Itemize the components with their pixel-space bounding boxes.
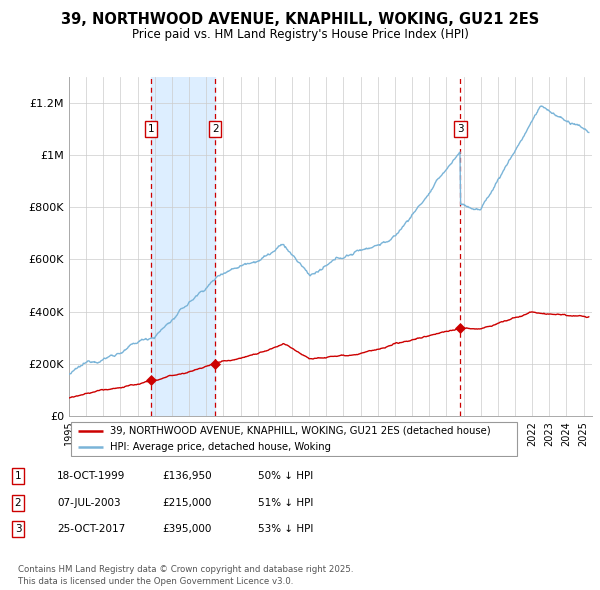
Text: 53% ↓ HPI: 53% ↓ HPI: [258, 525, 313, 534]
Text: 25-OCT-2017: 25-OCT-2017: [57, 525, 125, 534]
Text: 3: 3: [457, 124, 464, 135]
FancyBboxPatch shape: [71, 422, 517, 456]
Text: £395,000: £395,000: [162, 525, 211, 534]
Text: Contains HM Land Registry data © Crown copyright and database right 2025.
This d: Contains HM Land Registry data © Crown c…: [18, 565, 353, 586]
Bar: [151, 77, 215, 416]
Text: £215,000: £215,000: [162, 498, 211, 507]
Text: Price paid vs. HM Land Registry's House Price Index (HPI): Price paid vs. HM Land Registry's House …: [131, 28, 469, 41]
Text: 50% ↓ HPI: 50% ↓ HPI: [258, 471, 313, 481]
Text: 39, NORTHWOOD AVENUE, KNAPHILL, WOKING, GU21 2ES: 39, NORTHWOOD AVENUE, KNAPHILL, WOKING, …: [61, 12, 539, 27]
Text: 18-OCT-1999: 18-OCT-1999: [57, 471, 125, 481]
Text: 2: 2: [14, 498, 22, 507]
Text: 1: 1: [14, 471, 22, 481]
Text: 3: 3: [14, 525, 22, 534]
Text: 39, NORTHWOOD AVENUE, KNAPHILL, WOKING, GU21 2ES (detached house): 39, NORTHWOOD AVENUE, KNAPHILL, WOKING, …: [110, 426, 490, 436]
Text: 07-JUL-2003: 07-JUL-2003: [57, 498, 121, 507]
Text: HPI: Average price, detached house, Woking: HPI: Average price, detached house, Woki…: [110, 442, 331, 452]
Text: 1: 1: [148, 124, 154, 135]
Text: 51% ↓ HPI: 51% ↓ HPI: [258, 498, 313, 507]
Text: 2: 2: [212, 124, 218, 135]
Text: £136,950: £136,950: [162, 471, 212, 481]
